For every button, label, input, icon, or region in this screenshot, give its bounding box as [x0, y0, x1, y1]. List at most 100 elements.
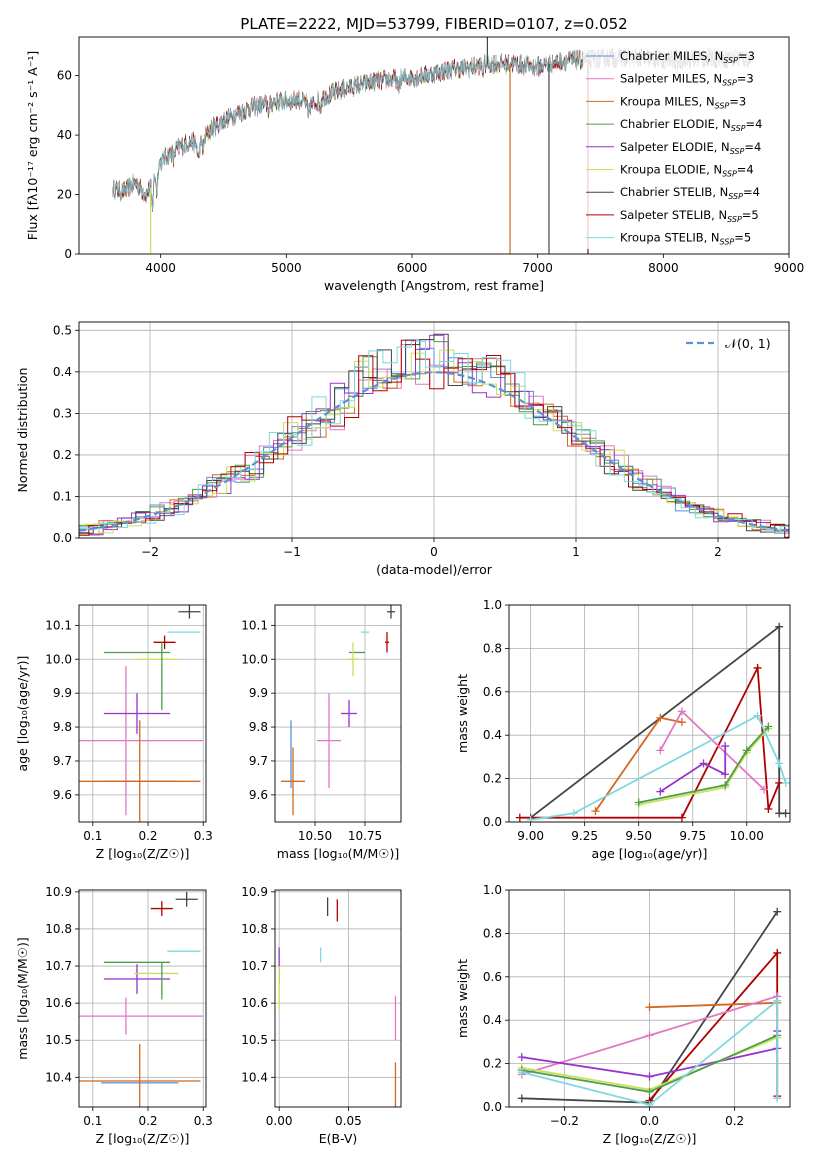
y-tick-label: 60 [57, 69, 72, 83]
y-tick-label: 0 [64, 247, 72, 261]
x-tick-label: 10.75 [348, 829, 382, 843]
y-tick-label: 0.0 [53, 531, 72, 545]
y-axis-label: mass weight [455, 674, 470, 753]
weight-marker [656, 746, 665, 755]
grid [275, 605, 401, 822]
x-tick-label: 10.50 [298, 829, 332, 843]
mass-weight-vs-age-panel: 9.00 9.25 9.50 9.75 10.00 0.0 0.2 0.4 0.6 0.8 1.0 a… [455, 598, 791, 861]
x-axis-label: Z [log₁₀(Z/Z☉)] [96, 1131, 190, 1146]
legend-label: Salpeter ELODIE, NSSP=4 [620, 140, 761, 156]
data-point [103, 693, 171, 734]
x-tick-label: 0.2 [138, 1114, 157, 1128]
x-axis-label: age [log₁₀(age/yr)] [592, 846, 708, 861]
legend-label: Kroupa STELIB, NSSP=5 [620, 231, 751, 247]
y-tick-label: 10.4 [45, 1070, 72, 1084]
weight-marker [781, 778, 790, 787]
weight-marker [515, 813, 524, 822]
data-point [341, 699, 357, 728]
x-axis-label: (data-model)/error [376, 562, 493, 577]
legend-label: Salpeter STELIB, NSSP=5 [620, 208, 759, 224]
x-tick-label: 8000 [648, 261, 679, 275]
y-tick-label: 10.5 [241, 1033, 268, 1047]
weight-marker [569, 809, 578, 818]
x-tick-label: 9000 [774, 261, 805, 275]
x-tick-label: 1 [572, 545, 580, 559]
axes-frame [78, 604, 207, 823]
plot-area [79, 891, 204, 1107]
weight-marker [677, 718, 686, 727]
y-tick-label: 9.8 [249, 720, 268, 734]
data-point [79, 666, 204, 816]
data-point [153, 635, 176, 650]
data-point [79, 997, 204, 1035]
y-tick-label: 10.5 [45, 1033, 72, 1047]
y-tick-label: 9.6 [249, 788, 268, 802]
axes: 0.1 0.2 0.3 9.6 9.7 9.8 9.9 10.0 10.1 Z [log₁₀(Z/… [15, 604, 213, 861]
weight-marker [645, 1003, 654, 1012]
residuals-panel: −2 −1 0 1 2 0.0 0.1 0.2 0.3 0.4 0.5 (data-model)/er… [15, 321, 790, 577]
weight-line-chabrier-elodie [638, 725, 770, 804]
legend-count: =4 [746, 117, 763, 131]
x-tick-label: 9.50 [625, 829, 652, 843]
legend-count: =4 [737, 163, 754, 177]
weight-marker [634, 798, 643, 807]
y-tick-label: 1.0 [483, 598, 502, 612]
y-tick-label: 10.6 [241, 996, 268, 1010]
x-tick-label: 7000 [522, 261, 553, 275]
x-tick-label: −2 [141, 545, 159, 559]
y-tick-label: 9.7 [249, 754, 268, 768]
y-axis-label: Normed distribution [15, 368, 30, 493]
x-tick-label: 5000 [271, 261, 302, 275]
x-axis-label: E(B-V) [319, 1131, 358, 1146]
x-tick-label: 0.1 [83, 829, 102, 843]
y-tick-label: 10.1 [241, 618, 268, 632]
weight-marker [645, 1087, 654, 1096]
legend-label: Salpeter MILES, NSSP=3 [620, 72, 754, 88]
mass-vs-Z-panel: 0.1 0.2 0.3 10.4 10.5 10.6 10.7 10.8 10.9 Z [log₁… [15, 885, 213, 1146]
x-tick-label: 0.0 [640, 1114, 659, 1128]
y-tick-label: 9.6 [53, 788, 72, 802]
data-point [387, 605, 395, 619]
x-tick-label: 0.00 [266, 1114, 293, 1128]
y-tick-label: 0.4 [483, 1013, 502, 1027]
legend-label: Chabrier ELODIE, NSSP=4 [620, 117, 762, 133]
data-point [79, 720, 201, 822]
x-tick-label: 0.1 [83, 1114, 102, 1128]
y-tick-label: 0.2 [483, 772, 502, 786]
weight-line-kroupa-stelib [521, 998, 779, 1106]
x-tick-label: 0 [430, 545, 438, 559]
weight-marker [773, 907, 782, 916]
normal-curve [79, 371, 789, 532]
legend-label: Chabrier STELIB, NSSP=4 [620, 185, 760, 201]
x-tick-label: 9.25 [571, 829, 598, 843]
weight-marker [753, 711, 762, 720]
y-axis-label: age [log₁₀(age/yr)] [15, 656, 30, 772]
age-vs-mass-panel: 10.50 10.75 9.6 9.7 9.8 9.9 10.0 10.1 mass [log₁… [241, 604, 402, 861]
x-tick-label: −0.2 [550, 1114, 579, 1128]
x-axis-label: mass [log₁₀(M/M☉)] [277, 846, 399, 861]
legend-count: =5 [742, 208, 759, 222]
weight-marker [773, 948, 782, 957]
y-tick-label: 10.6 [45, 996, 72, 1010]
legend-box [583, 44, 783, 249]
y-tick-label: 10.4 [241, 1070, 268, 1084]
legend-subscript: SSP [715, 101, 730, 110]
mass-weight-vs-Z-panel: −0.2 0.0 0.2 0.0 0.2 0.4 0.6 0.8 1.0 Z [log₁₀(Z/Z… [455, 883, 791, 1146]
y-tick-label: 0.8 [483, 926, 502, 940]
plot-area [517, 907, 782, 1107]
data-point [347, 642, 359, 677]
weight-marker [591, 807, 600, 816]
y-tick-label: 9.9 [53, 686, 72, 700]
weight-line-salpeter-elodie [659, 746, 727, 793]
data-point [79, 1043, 201, 1107]
weight-marker [517, 1068, 526, 1077]
legend-subscript: SSP [730, 147, 745, 156]
weight-marker [645, 1072, 654, 1081]
weight-marker [773, 996, 782, 1005]
y-tick-label: 1.0 [483, 883, 502, 897]
y-tick-label: 9.8 [53, 720, 72, 734]
x-tick-label: 6000 [397, 261, 428, 275]
weight-marker [677, 707, 686, 716]
legend-label: Chabrier MILES, NSSP=3 [620, 49, 755, 65]
